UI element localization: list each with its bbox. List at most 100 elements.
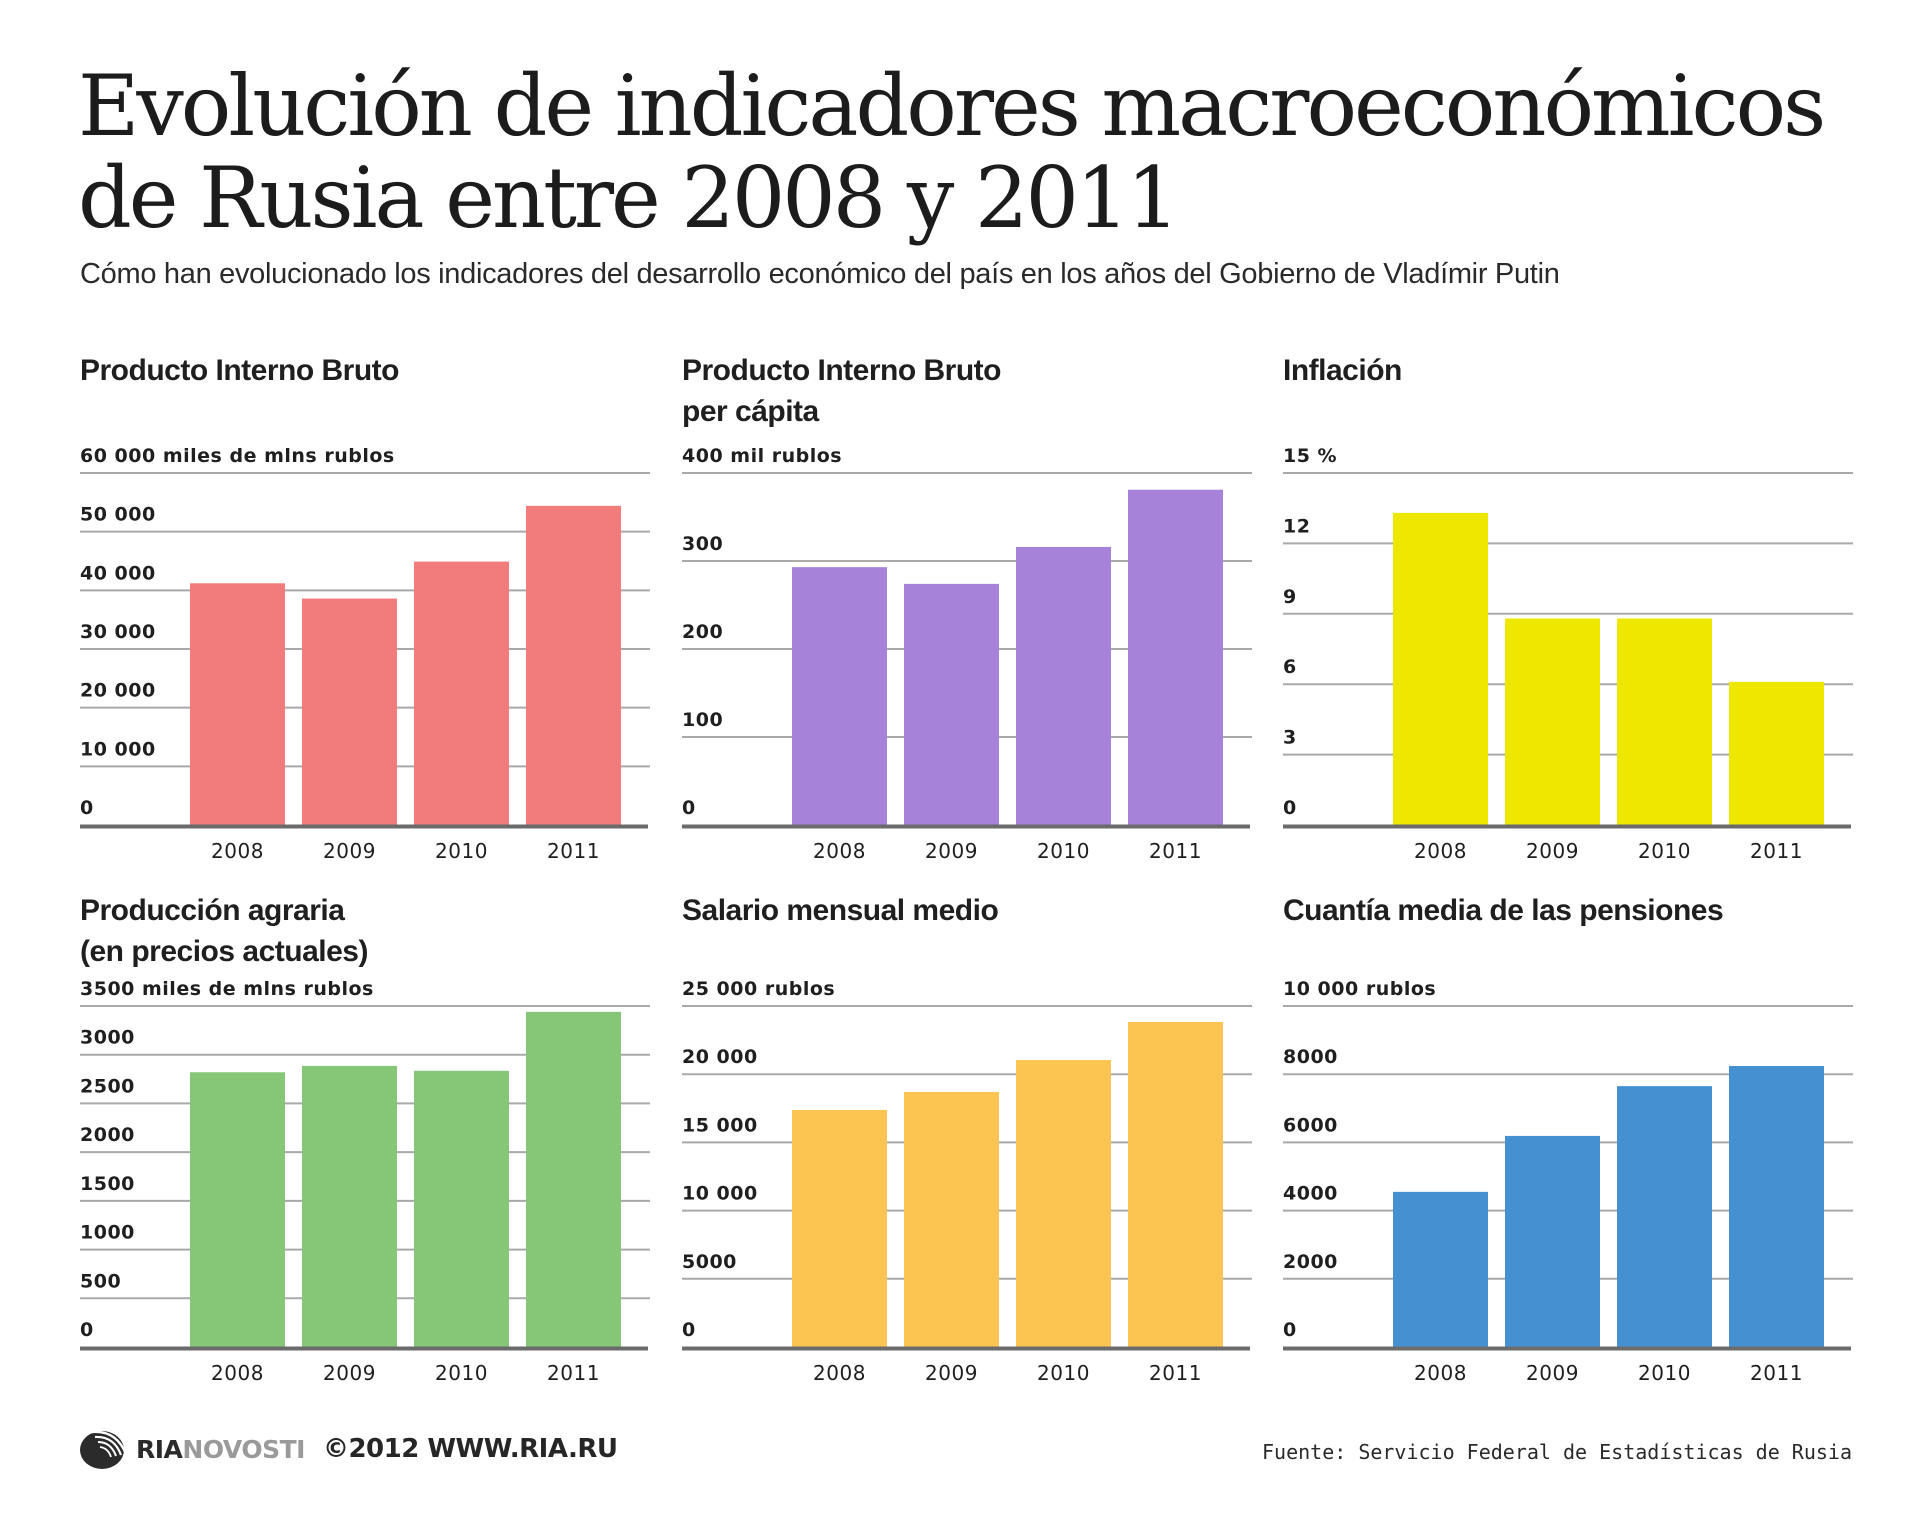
y-tick-label: 200 (682, 621, 723, 643)
y-tick-label: 40 000 (80, 562, 156, 584)
x-tick-label: 2011 (1750, 839, 1803, 863)
logo-wordmark: RIANOVOSTI (136, 1435, 305, 1464)
bar-chart-salario: 0 5000 10 000 15 000 20 000 25 000 rublos 2008… (682, 978, 1252, 1385)
bar-2011 (1729, 1066, 1824, 1347)
y-tick-label: 2500 (80, 1075, 135, 1097)
bar-chart-pib: 0 10 000 20 000 30 000 40 000 50 000 60 000 mi… (80, 445, 650, 863)
bar-2008 (190, 1072, 285, 1347)
y-tick-label: 12 (1283, 515, 1310, 537)
chart-title: Inflación (1283, 354, 1402, 387)
y-tick-label: 15 000 (682, 1114, 758, 1136)
y-tick-label: 300 (682, 533, 723, 555)
y-tick-label: 6000 (1283, 1114, 1338, 1136)
bar-chart-pensiones: 0 2000 4000 6000 8000 10 000 rublos 2008 2009 20… (1283, 978, 1853, 1385)
bar-2011 (1128, 1021, 1223, 1347)
x-tick-label: 2008 (813, 1361, 866, 1385)
y-tick-label: 10 000 (682, 1183, 758, 1205)
x-tick-label: 2008 (813, 839, 866, 863)
ria-novosti-globe-icon (80, 1430, 128, 1469)
bar-2008 (1393, 512, 1488, 825)
y-tick-label: 0 (1283, 797, 1297, 819)
y-tick-label: 3500 miles de mlns rublos (80, 978, 374, 1000)
y-tick-label: 60 000 miles de mlns rublos (80, 445, 395, 467)
y-tick-label: 500 (80, 1270, 121, 1292)
bar-2008 (190, 583, 285, 825)
bar-2011 (526, 1011, 621, 1347)
x-tick-label: 2011 (547, 839, 600, 863)
y-tick-label: 400 mil rublos (682, 445, 842, 467)
bar-2011 (1729, 681, 1824, 825)
bar-2009 (302, 598, 397, 825)
x-tick-label: 2008 (211, 839, 264, 863)
y-tick-label: 0 (80, 797, 94, 819)
page-title: Evolución de indicadores macroeconómicos… (78, 57, 1826, 247)
y-tick-label: 10 000 (80, 738, 156, 760)
x-tick-label: 2010 (1037, 1361, 1090, 1385)
y-tick-label: 20 000 (682, 1046, 758, 1068)
chart-title: Producto Interno Bruto (80, 354, 399, 387)
bar-2009 (1505, 1135, 1600, 1347)
x-tick-label: 2011 (547, 1361, 600, 1385)
y-tick-label: 20 000 (80, 680, 156, 702)
bar-2009 (904, 583, 999, 825)
y-tick-label: 4000 (1283, 1183, 1338, 1205)
x-tick-label: 2010 (435, 839, 488, 863)
y-tick-label: 3000 (80, 1027, 135, 1049)
x-tick-label: 2008 (1414, 839, 1467, 863)
bar-chart-produccion-agraria: 0 500 1000 1500 2000 2500 3000 3500 miles de ml… (80, 978, 650, 1385)
bar-2009 (302, 1065, 397, 1347)
chart-title: Cuantía media de las pensiones (1283, 894, 1724, 927)
y-tick-label: 0 (1283, 1319, 1297, 1341)
y-tick-label: 100 (682, 709, 723, 731)
x-tick-label: 2011 (1149, 1361, 1202, 1385)
page-subtitle: Cómo han evolucionado los indicadores de… (80, 258, 1560, 290)
x-tick-label: 2008 (1414, 1361, 1467, 1385)
chart-title: Producción agraria (en precios actuales) (80, 894, 368, 968)
x-tick-label: 2009 (1526, 1361, 1579, 1385)
bar-chart-pib-per-capita: 0 100 200 300 400 mil rublos 2008 2009 2010 2011 (682, 445, 1252, 863)
chart-title: Salario mensual medio (682, 894, 999, 927)
y-tick-label: 8000 (1283, 1046, 1338, 1068)
x-tick-label: 2010 (1638, 839, 1691, 863)
logo-ria: RIA (136, 1434, 183, 1464)
bar-2010 (1617, 618, 1712, 825)
bar-2011 (526, 505, 621, 825)
y-tick-label: 1500 (80, 1173, 135, 1195)
bar-chart-inflacion: 0 3 6 9 12 15 % 2008 2009 2010 2011 (1283, 445, 1853, 863)
y-tick-label: 1000 (80, 1222, 135, 1244)
x-tick-label: 2009 (323, 1361, 376, 1385)
bar-2010 (1617, 1086, 1712, 1347)
x-tick-label: 2011 (1149, 839, 1202, 863)
bar-2010 (414, 1070, 509, 1347)
y-tick-label: 0 (80, 1319, 94, 1341)
chart-title: Producto Interno Bruto per cápita (682, 354, 1001, 428)
y-tick-label: 2000 (1283, 1251, 1338, 1273)
logo-novosti: NOVOSTI (182, 1434, 305, 1464)
bar-2009 (904, 1091, 999, 1347)
bar-2010 (1016, 546, 1111, 825)
x-tick-label: 2009 (925, 1361, 978, 1385)
bar-2008 (792, 1109, 887, 1347)
y-tick-label: 25 000 rublos (682, 978, 835, 1000)
x-tick-label: 2009 (925, 839, 978, 863)
bar-2008 (1393, 1191, 1488, 1347)
x-tick-label: 2008 (211, 1361, 264, 1385)
y-tick-label: 3 (1283, 727, 1297, 749)
y-tick-label: 50 000 (80, 504, 156, 526)
y-tick-label: 6 (1283, 656, 1297, 678)
bar-2011 (1128, 489, 1223, 825)
y-tick-label: 5000 (682, 1251, 737, 1273)
x-tick-label: 2010 (435, 1361, 488, 1385)
y-tick-label: 2000 (80, 1124, 135, 1146)
ria-novosti-logo: RIANOVOSTI ©2012 WWW.RIA.RU (78, 1428, 618, 1470)
bar-2009 (1505, 618, 1600, 825)
y-tick-label: 0 (682, 1319, 696, 1341)
source-note: Fuente: Servicio Federal de Estadísticas… (1261, 1440, 1852, 1464)
x-tick-label: 2010 (1037, 839, 1090, 863)
copyright-link[interactable]: ©2012 WWW.RIA.RU (322, 1434, 618, 1464)
y-tick-label: 10 000 rublos (1283, 978, 1436, 1000)
x-tick-label: 2009 (1526, 839, 1579, 863)
x-tick-label: 2010 (1638, 1361, 1691, 1385)
bar-2010 (414, 561, 509, 825)
bar-2008 (792, 567, 887, 825)
